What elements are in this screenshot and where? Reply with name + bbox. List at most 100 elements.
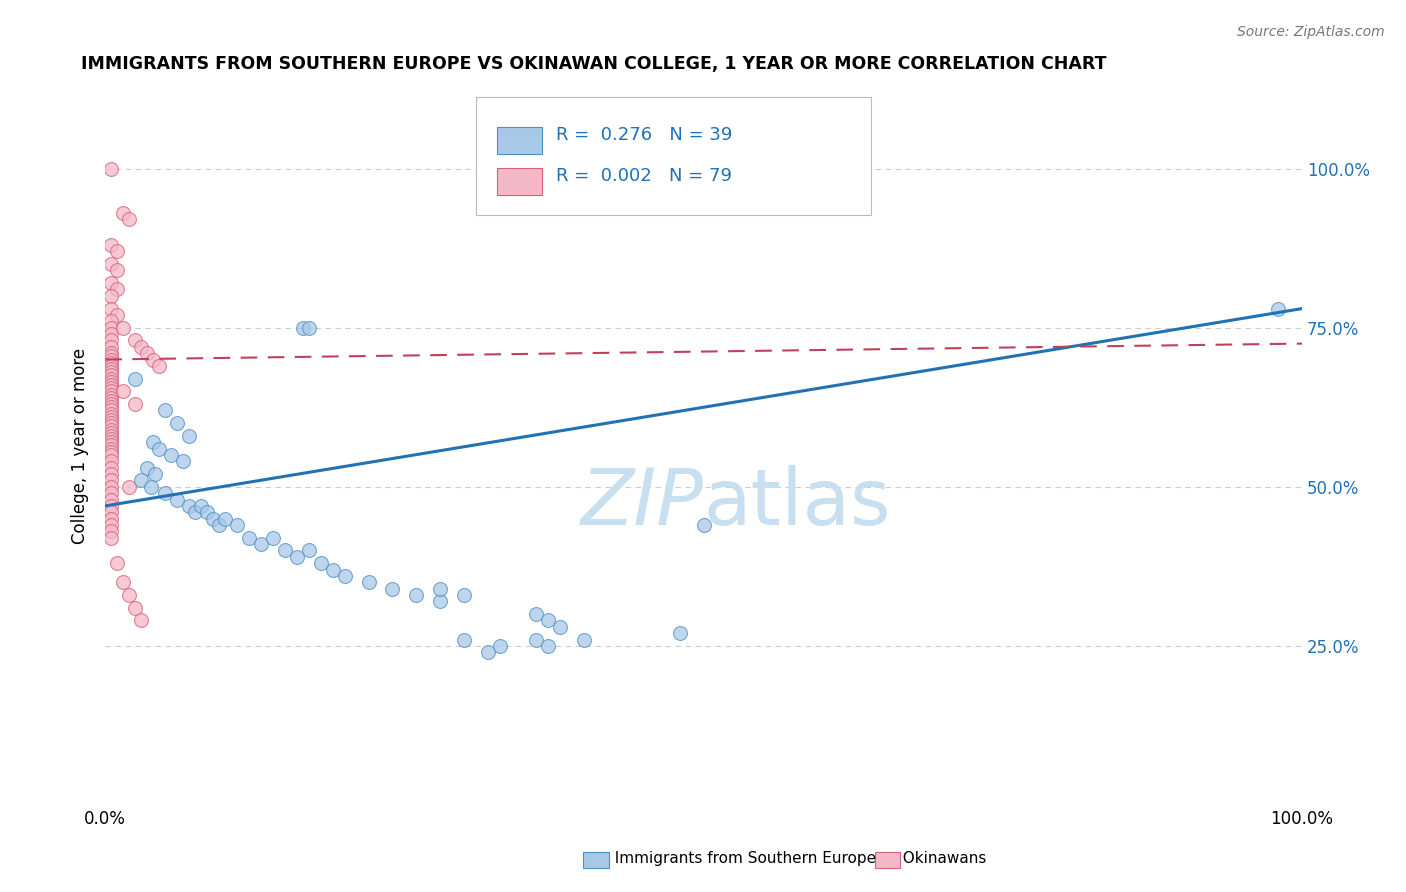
Point	[100, 409, 122, 424]
Point	[298, 543, 321, 558]
Point	[148, 359, 170, 373]
Point	[100, 391, 122, 405]
Point	[100, 425, 122, 440]
Point	[572, 632, 595, 647]
Point	[291, 320, 314, 334]
FancyBboxPatch shape	[496, 127, 543, 154]
Point	[129, 614, 152, 628]
Point	[100, 276, 122, 290]
Point	[100, 301, 122, 316]
Text: IMMIGRANTS FROM SOUTHERN EUROPE VS OKINAWAN COLLEGE, 1 YEAR OR MORE CORRELATION : IMMIGRANTS FROM SOUTHERN EUROPE VS OKINA…	[82, 55, 1107, 73]
Text: atlas: atlas	[703, 465, 891, 541]
Point	[124, 334, 146, 348]
Point	[100, 435, 122, 450]
Point	[309, 556, 332, 570]
FancyBboxPatch shape	[477, 96, 872, 215]
Point	[100, 397, 122, 411]
Point	[112, 575, 135, 590]
Point	[136, 346, 159, 360]
Point	[136, 460, 159, 475]
Point	[124, 371, 146, 385]
Y-axis label: College, 1 year or more: College, 1 year or more	[72, 347, 89, 543]
Point	[112, 206, 135, 220]
Point	[166, 416, 188, 430]
Point	[100, 356, 122, 370]
Point	[177, 429, 200, 443]
Point	[129, 340, 152, 354]
Point	[100, 314, 122, 328]
Point	[381, 582, 404, 596]
Text: R =  0.276   N = 39: R = 0.276 N = 39	[557, 126, 733, 144]
Point	[524, 607, 547, 621]
Point	[184, 505, 207, 519]
Point	[100, 438, 122, 452]
Point	[124, 397, 146, 411]
Point	[100, 238, 122, 252]
Point	[195, 505, 218, 519]
Point	[118, 480, 141, 494]
Point	[100, 480, 122, 494]
Point	[100, 326, 122, 341]
Point	[100, 403, 122, 417]
Point	[100, 161, 122, 176]
Point	[105, 308, 128, 322]
Point	[100, 448, 122, 462]
Point	[100, 454, 122, 468]
Point	[105, 263, 128, 277]
Point	[100, 371, 122, 385]
Point	[100, 531, 122, 545]
Point	[453, 632, 475, 647]
Point	[100, 474, 122, 488]
Point	[100, 442, 122, 456]
Point	[100, 460, 122, 475]
Point	[100, 419, 122, 434]
Point	[537, 614, 560, 628]
Point	[100, 445, 122, 459]
Point	[100, 352, 122, 367]
Point	[100, 381, 122, 395]
Point	[238, 531, 260, 545]
Point	[100, 365, 122, 379]
Point	[453, 588, 475, 602]
Point	[118, 588, 141, 602]
Point	[105, 556, 128, 570]
Point	[100, 257, 122, 271]
Text: ZIP: ZIP	[581, 465, 703, 541]
Point	[129, 474, 152, 488]
Point	[100, 346, 122, 360]
Point	[100, 359, 122, 373]
Point	[112, 320, 135, 334]
Point	[100, 401, 122, 415]
Point	[118, 212, 141, 227]
Point	[668, 626, 690, 640]
Point	[298, 320, 321, 334]
Point	[148, 442, 170, 456]
Point	[537, 639, 560, 653]
Point	[100, 362, 122, 376]
Point	[249, 537, 271, 551]
Point	[139, 480, 162, 494]
Point	[100, 378, 122, 392]
Point	[477, 645, 499, 659]
Point	[177, 499, 200, 513]
Point	[333, 569, 356, 583]
Point	[429, 594, 451, 608]
Point	[100, 505, 122, 519]
Point	[524, 632, 547, 647]
Point	[357, 575, 380, 590]
Point	[145, 467, 167, 481]
Point	[142, 435, 165, 450]
Text: R =  0.002   N = 79: R = 0.002 N = 79	[557, 167, 733, 185]
Point	[100, 375, 122, 389]
Point	[100, 320, 122, 334]
Point	[100, 423, 122, 437]
Point	[100, 486, 122, 500]
Point	[208, 34, 231, 48]
Point	[153, 403, 176, 417]
Point	[405, 588, 427, 602]
Point	[548, 620, 571, 634]
Point	[100, 492, 122, 507]
Point	[160, 448, 183, 462]
Point	[489, 639, 512, 653]
Text: Immigrants from Southern Europe: Immigrants from Southern Europe	[605, 851, 876, 865]
